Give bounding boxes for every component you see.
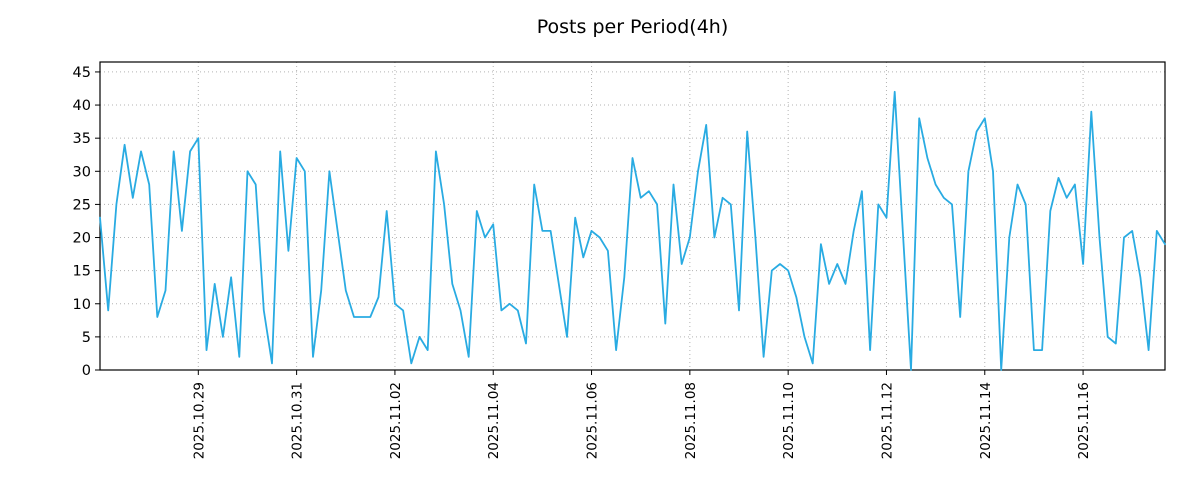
chart-title: Posts per Period(4h)	[536, 16, 729, 38]
y-tick-label: 45	[73, 65, 91, 81]
x-tick-label: 2025.11.16	[1076, 382, 1092, 459]
y-tick-label: 0	[82, 363, 91, 379]
x-tick-label: 2025.11.14	[978, 382, 994, 459]
y-tick-label: 5	[82, 330, 91, 346]
y-tick-label: 20	[73, 231, 91, 247]
x-tick-label: 2025.10.29	[191, 382, 207, 459]
x-tick-label: 2025.11.08	[683, 382, 699, 459]
x-tick-label: 2025.11.10	[781, 382, 797, 459]
y-tick-label: 15	[73, 264, 91, 280]
y-tick-label: 10	[73, 297, 91, 313]
data-series-line	[99, 90, 1166, 371]
x-tick-label: 2025.11.12	[879, 382, 895, 459]
x-tick-label: 2025.11.06	[585, 382, 601, 459]
x-tick-label: 2025.11.02	[388, 382, 404, 459]
y-tick-label: 40	[73, 98, 91, 114]
x-tick-label: 2025.10.31	[290, 382, 306, 459]
plot-border	[99, 61, 1166, 371]
y-tick-label: 25	[73, 197, 91, 213]
y-tick-label: 35	[73, 131, 91, 147]
x-tick-label: 2025.11.04	[486, 382, 502, 459]
y-tick-label: 30	[73, 164, 91, 180]
